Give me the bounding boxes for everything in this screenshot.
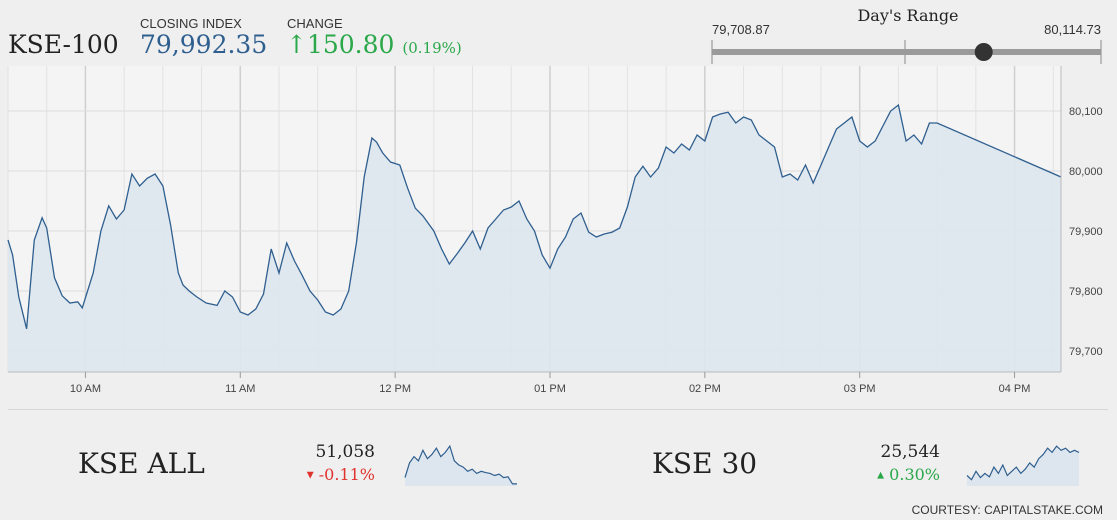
y-tick-label: 79,800 [1069,286,1103,298]
ticker-kse-30-name: KSE 30 [652,447,758,480]
day-range-title: Day's Range [857,6,959,25]
ticker-kse-all-value: 51,058 [315,442,375,462]
y-tick-label: 80,100 [1069,106,1103,118]
day-range-track [712,49,1101,55]
y-tick-label: 80,000 [1069,166,1103,178]
ticker-kse-30-sparkline [966,445,1080,486]
sparkline-line [404,444,517,485]
sparkline-area [967,446,1079,486]
y-tick-label: 79,900 [1069,226,1103,238]
x-tick-label: 03 PM [844,383,876,392]
x-tick-label: 11 AM [225,383,255,392]
change-value: 150.80 [306,30,395,59]
change-percent: (0.19%) [402,39,462,57]
price-area [8,105,1061,372]
ticker-kse-30-change-value: 0.30% [889,465,940,484]
up-small-arrow-icon: ▲ [877,470,885,481]
day-range-low: 79,708.87 [712,22,770,37]
change-label: CHANGE [287,16,343,31]
closing-index-label: CLOSING INDEX [140,16,242,31]
ticker-kse-30-value: 25,544 [880,442,940,462]
ticker-kse-all-sparkline [404,444,517,486]
closing-index-value: 79,992.35 [140,30,268,59]
x-tick-label: 12 PM [379,383,411,392]
up-arrow-icon: ↑ [286,30,307,59]
sparkline-line [966,445,1080,481]
ticker-kse-all-change: ▼ -0.11% [285,465,375,484]
change-block: ↑150.80 (0.19%) [286,30,462,59]
section-divider [8,409,1108,410]
y-tick-label: 79,700 [1069,346,1103,358]
index-name: KSE-100 [8,30,119,59]
ticker-kse-30-change: ▲ 0.30% [850,465,940,484]
x-tick-label: 10 AM [70,383,101,392]
ticker-kse-all-name: KSE ALL [78,447,205,480]
courtesy-credit: COURTESY: CAPITALSTAKE.COM [911,503,1103,517]
x-tick-label: 02 PM [689,383,721,392]
day-range-marker [974,43,993,61]
down-arrow-icon: ▼ [306,470,314,481]
x-tick-label: 04 PM [999,383,1031,392]
day-range-high: 80,114.73 [1044,22,1101,37]
x-tick-label: 01 PM [534,383,566,392]
main-chart: 80,100 80,000 79,900 79,800 79,700 10 AM 11 AM… [7,66,1103,392]
price-line [7,103,1062,329]
day-range-slider [711,40,1102,64]
ticker-kse-all-change-value: -0.11% [318,465,375,484]
